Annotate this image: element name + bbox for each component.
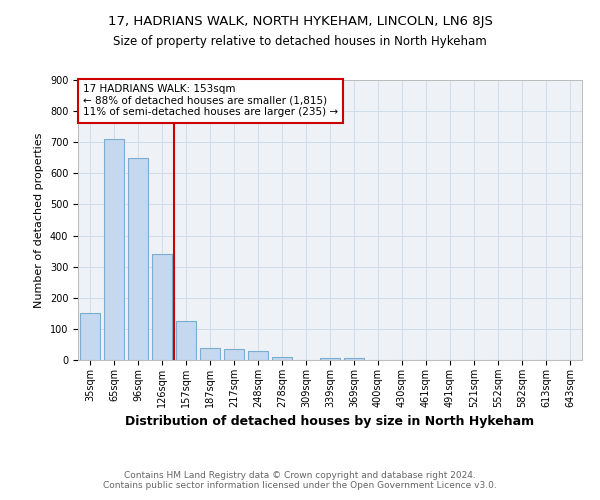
Y-axis label: Number of detached properties: Number of detached properties [34,132,44,308]
Bar [200,348,220,360]
Bar [224,349,244,360]
Text: 17 HADRIANS WALK: 153sqm
← 88% of detached houses are smaller (1,815)
11% of sem: 17 HADRIANS WALK: 153sqm ← 88% of detach… [83,84,338,117]
Bar [176,321,196,360]
Bar [104,139,124,360]
Bar [128,158,148,360]
Bar [80,314,100,360]
Text: 17, HADRIANS WALK, NORTH HYKEHAM, LINCOLN, LN6 8JS: 17, HADRIANS WALK, NORTH HYKEHAM, LINCOL… [107,15,493,28]
Bar [320,358,340,360]
Bar [272,357,292,360]
Text: Contains HM Land Registry data © Crown copyright and database right 2024.
Contai: Contains HM Land Registry data © Crown c… [103,470,497,490]
Bar [344,358,364,360]
Bar [248,350,268,360]
Text: Size of property relative to detached houses in North Hykeham: Size of property relative to detached ho… [113,35,487,48]
Bar [152,254,172,360]
X-axis label: Distribution of detached houses by size in North Hykeham: Distribution of detached houses by size … [125,416,535,428]
